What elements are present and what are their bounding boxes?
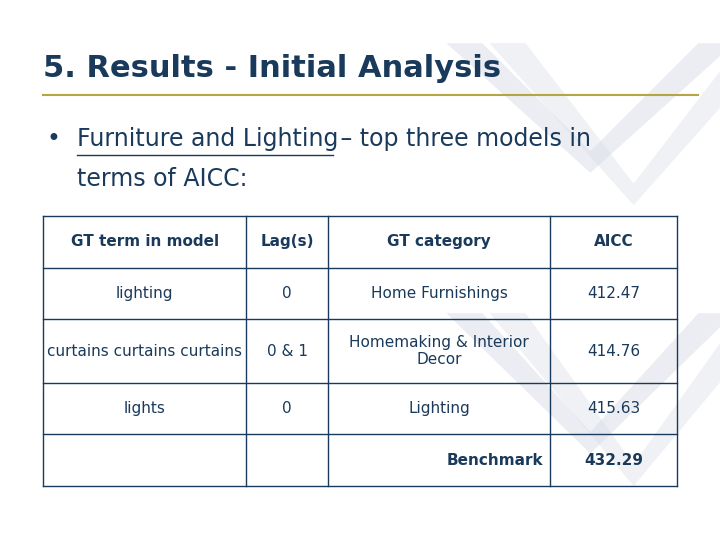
Text: AICC: AICC [593, 234, 634, 249]
Text: 414.76: 414.76 [587, 343, 640, 359]
Text: lights: lights [124, 401, 166, 416]
Text: Furniture and Lighting: Furniture and Lighting [77, 127, 338, 151]
Text: 0 & 1: 0 & 1 [266, 343, 307, 359]
Text: Homemaking & Interior
Decor: Homemaking & Interior Decor [349, 335, 529, 367]
Text: – top three models in: – top three models in [333, 127, 590, 151]
Text: lighting: lighting [116, 286, 174, 301]
Text: 5. Results - Initial Analysis: 5. Results - Initial Analysis [43, 54, 501, 83]
Text: terms of AICC:: terms of AICC: [77, 167, 248, 191]
Text: Benchmark: Benchmark [446, 453, 543, 468]
Text: •: • [47, 127, 60, 151]
Text: 432.29: 432.29 [584, 453, 643, 468]
Text: 0: 0 [282, 286, 292, 301]
Text: Lag(s): Lag(s) [261, 234, 314, 249]
Text: curtains curtains curtains: curtains curtains curtains [47, 343, 242, 359]
Text: Home Furnishings: Home Furnishings [371, 286, 508, 301]
Text: 415.63: 415.63 [587, 401, 640, 416]
Text: 0: 0 [282, 401, 292, 416]
Text: 412.47: 412.47 [587, 286, 640, 301]
Text: GT category: GT category [387, 234, 491, 249]
Text: Lighting: Lighting [408, 401, 470, 416]
Text: GT term in model: GT term in model [71, 234, 219, 249]
